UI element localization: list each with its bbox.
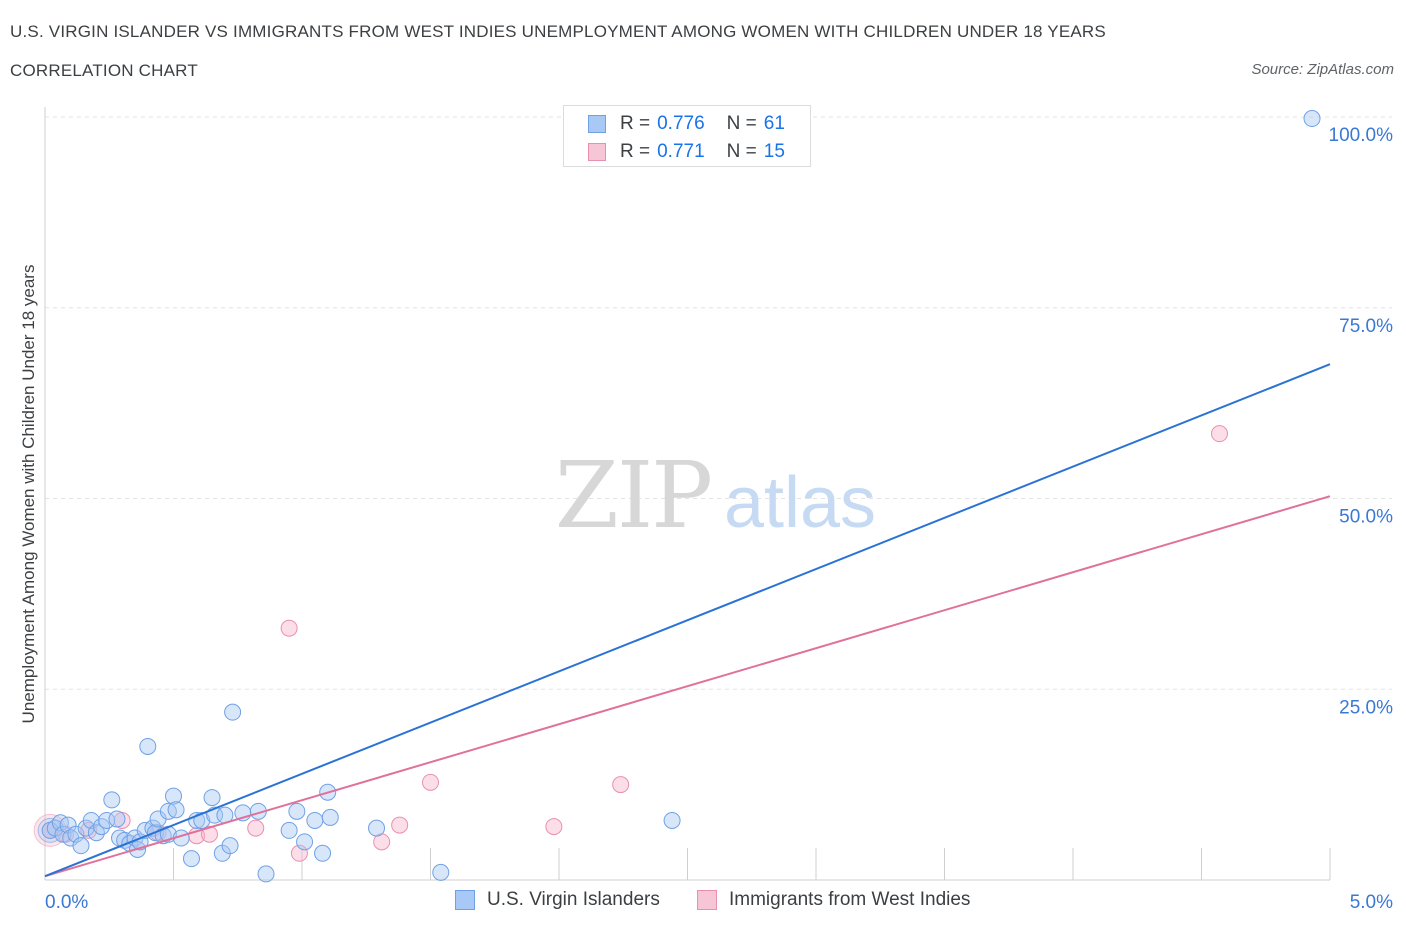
trend-line-pink [44,495,1331,878]
data-point-blue [203,789,221,807]
trend-line-blue [44,363,1331,878]
legend-swatch-pink [588,143,606,161]
legend-n-value: 61 [763,113,785,134]
y-tick-label: 25.0% [1339,697,1393,718]
data-point-blue [167,801,185,819]
data-point-pink [247,819,265,837]
y-tick-label: 50.0% [1339,507,1393,528]
gridlines [45,116,1392,690]
data-point-pink [391,816,409,834]
bottom-legend-swatch-pink [697,890,717,910]
trend-lines [44,363,1331,878]
y-axis-label: Unemployment Among Women with Children U… [19,265,38,724]
data-point-blue [321,808,339,826]
bottom-legend-label-blue: U.S. Virgin Islanders [487,889,660,910]
data-point-blue [224,703,242,721]
x-tick-label: 0.0% [45,892,88,913]
data-point-blue [257,865,275,883]
data-point-pink [1210,425,1228,443]
legend-n-label: N = [726,141,757,162]
data-point-blue [280,821,298,839]
data-point-blue [288,802,306,820]
bottom-legend-label-pink: Immigrants from West Indies [729,889,971,910]
legend-r-label: R = [620,141,651,162]
legend-r-value: 0.771 [657,141,705,162]
data-point-blue [103,791,121,809]
legend-r-value: 0.776 [657,113,705,134]
legend-row-blue: R = 0.776 N = 61 [588,112,785,136]
data-point-blue [165,787,182,805]
data-point-pink [422,773,439,791]
axes [44,107,1331,881]
bottom-legend-pink: Immigrants from West Indies [697,889,970,911]
chart-subtitle: CORRELATION CHART [10,61,198,80]
data-point-blue [182,850,200,868]
watermark-zip: ZIP [555,442,711,549]
data-point-blue [1303,110,1321,128]
data-point-blue [296,833,314,851]
data-point-pink [280,619,298,637]
data-point-blue [432,863,450,881]
y-tick-label: 100.0% [1329,125,1394,146]
data-point-blue [54,825,72,843]
legend-swatch-blue [588,115,606,133]
tick-labels: 25.0% 50.0% 75.0% 100.0% 0.0% 5.0% [45,125,1393,913]
x-tick-label: 5.0% [1350,892,1393,913]
legend-n-value: 15 [763,141,785,162]
data-point-blue [139,737,157,755]
data-point-blue [368,819,386,837]
watermark-atlas: atlas [724,463,876,543]
data-point-blue [306,811,324,829]
data-point-blue [108,810,126,828]
bottom-legend-blue: U.S. Virgin Islanders [455,889,660,911]
bottom-legend-swatch-blue [455,890,475,910]
data-point-pink [612,776,630,794]
legend-row-pink: R = 0.771 N = 15 [588,140,785,164]
data-point-blue [314,844,332,862]
chart-title: U.S. VIRGIN ISLANDER VS IMMIGRANTS FROM … [10,22,1106,41]
watermark: ZIP atlas [555,442,876,549]
data-point-blue [72,837,90,855]
data-point-blue [193,811,211,829]
data-point-pink [200,825,218,843]
y-tick-label: 75.0% [1339,316,1393,337]
series-blue-points [37,110,1321,883]
series-pink-points [33,425,1228,862]
legend-r-label: R = [620,113,651,134]
legend-n-label: N = [726,113,757,134]
data-point-blue [221,837,239,855]
data-point-blue [663,811,681,829]
data-point-pink [545,818,563,836]
source-credit: Source: ZipAtlas.com [1251,61,1394,78]
stats-legend: R = 0.776 N = 61 R = 0.771 N = 15 [563,105,811,167]
data-point-pink [33,813,67,847]
